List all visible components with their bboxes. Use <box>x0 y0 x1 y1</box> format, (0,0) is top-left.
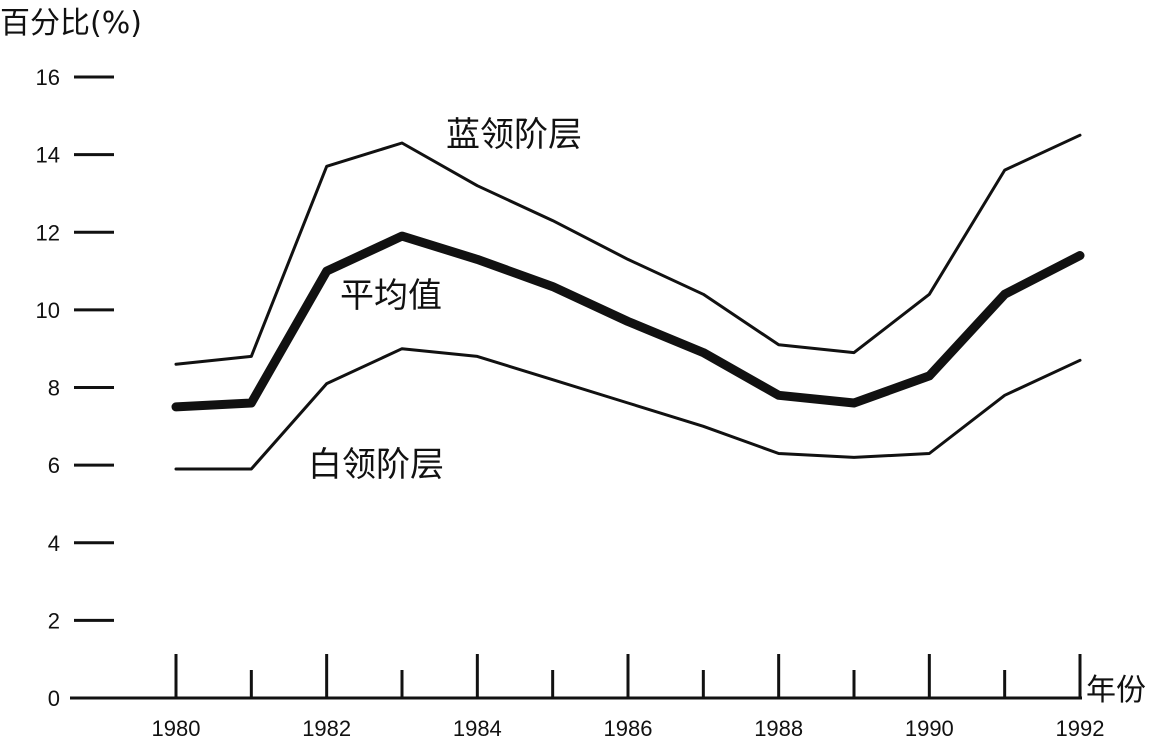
y-tick-label: 2 <box>48 608 60 633</box>
x-tick-label: 1992 <box>1056 716 1105 740</box>
series-label: 白领阶层 <box>308 445 444 485</box>
y-tick-label: 14 <box>36 143 60 168</box>
axes: 0 2 4 6 8 10 12 14 16 1980 1982 1984 1986 1988 1990 199… <box>36 65 1105 740</box>
y-tick-label: 10 <box>36 298 60 323</box>
x-tick-label: 1980 <box>152 716 201 740</box>
x-tick-label: 1984 <box>453 716 502 740</box>
y-tick-label: 12 <box>36 220 60 245</box>
x-axis-title: 年份 <box>1086 673 1146 708</box>
y-tick-label: 4 <box>48 531 60 556</box>
x-tick-label: 1986 <box>604 716 653 740</box>
y-tick-label: 6 <box>48 453 60 478</box>
y-tick-label: 8 <box>48 376 60 401</box>
y-tick-label: 16 <box>36 65 60 90</box>
x-tick-label: 1988 <box>754 716 803 740</box>
series-label: 蓝领阶层 <box>446 115 582 155</box>
series-label: 平均值 <box>340 276 442 316</box>
series-line <box>174 133 1082 366</box>
series-line <box>171 231 1085 412</box>
x-tick-label: 1982 <box>302 716 351 740</box>
series-line <box>174 347 1082 471</box>
y-axis-title: 百分比(%) <box>0 6 142 41</box>
y-tick-label: 0 <box>48 686 60 711</box>
x-tick-label: 1990 <box>905 716 954 740</box>
series-lines <box>171 133 1085 471</box>
